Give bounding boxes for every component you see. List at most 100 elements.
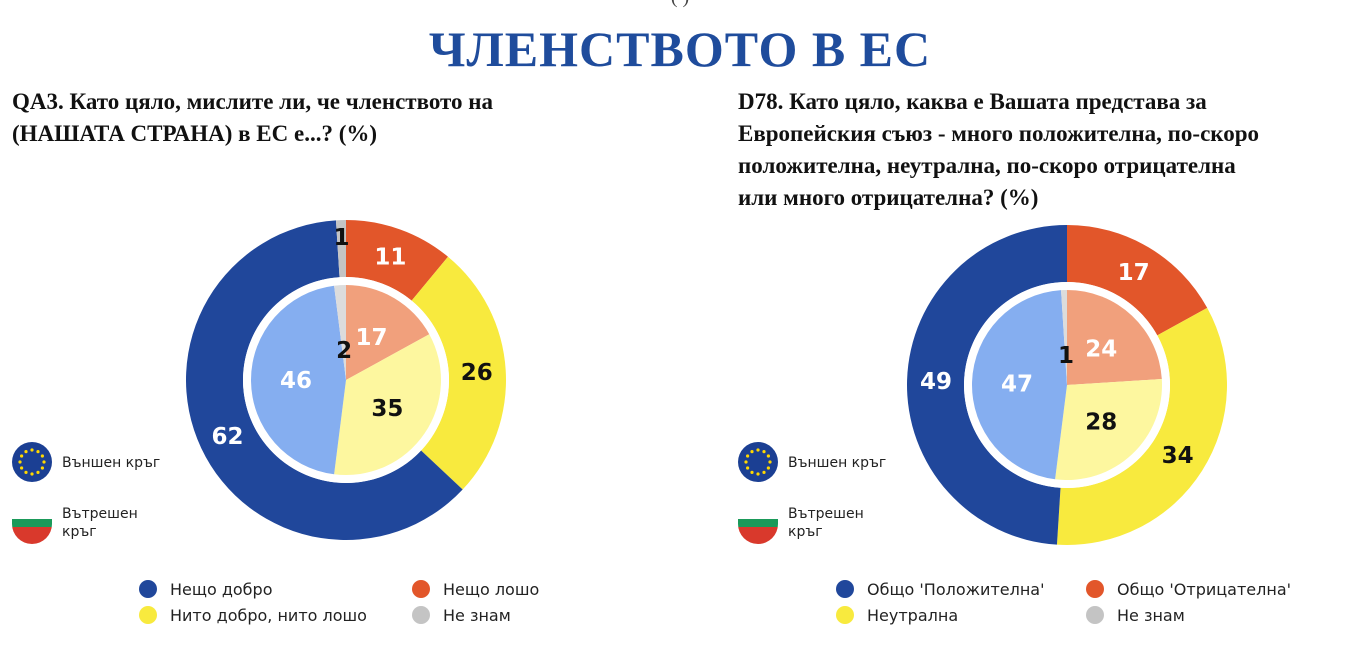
eu-star-icon xyxy=(762,450,766,454)
inner-value-label: 28 xyxy=(1085,409,1117,435)
eu-star-icon xyxy=(42,460,46,464)
chart2-question-line: D78. Като цяло, каква е Вашата представа… xyxy=(738,89,1207,114)
outer-slice xyxy=(1056,307,1227,545)
flag-stripe xyxy=(738,512,778,519)
inner-value-label: 24 xyxy=(1085,337,1117,363)
eu-star-icon xyxy=(24,470,28,474)
inner-slice xyxy=(346,285,430,380)
eu-star-icon xyxy=(766,454,770,458)
eu-star-icon xyxy=(766,466,770,470)
legend-item-label: Не знам xyxy=(1117,606,1185,625)
outer-value-label: 17 xyxy=(1118,260,1150,286)
inner-value-label: 46 xyxy=(280,368,312,394)
outer-value-label: 26 xyxy=(461,360,493,386)
eu-flag-icon xyxy=(12,442,52,482)
outer-value-label: 62 xyxy=(211,424,243,450)
donut-chart-2: 17 34 49 24 28 47 1 xyxy=(907,225,1227,545)
inner-slice xyxy=(250,285,346,475)
eu-star-icon xyxy=(36,470,40,474)
eu-star-icon xyxy=(40,466,44,470)
ring-legend-1: Външен кръг Вътрешен кръг xyxy=(12,442,160,544)
outer-value-label: 34 xyxy=(1162,443,1194,469)
legend-1: Нещо добро Нещо лошо Нито добро, нито лошо… xyxy=(139,580,539,625)
eu-star-icon xyxy=(746,466,750,470)
eu-star-icon xyxy=(30,448,34,452)
inner-value-label: 1 xyxy=(1058,343,1074,369)
legend-item-label: Общо 'Отрицателна' xyxy=(1117,580,1291,599)
legend-swatch xyxy=(412,606,430,624)
ring-legend-outer-label: Външен кръг xyxy=(788,455,886,471)
legend-swatch xyxy=(412,580,430,598)
legend-item-label: Нещо лошо xyxy=(443,580,539,599)
inner-slice xyxy=(1055,379,1162,480)
eu-star-icon xyxy=(20,466,24,470)
flag-stripe xyxy=(12,512,52,519)
outer-slice xyxy=(335,220,346,278)
legend-swatch xyxy=(836,580,854,598)
eu-flag-icon xyxy=(738,442,778,482)
eu-star-icon xyxy=(756,448,760,452)
ring-legend-inner-label: кръг xyxy=(62,524,97,540)
inner-value-label: 47 xyxy=(1001,371,1033,397)
ring-legend-outer-label: Външен кръг xyxy=(62,455,160,471)
ring-legend-inner-label: Вътрешен xyxy=(62,506,138,522)
ring-legend-inner-label: Вътрешен xyxy=(788,506,864,522)
eu-star-icon xyxy=(30,472,34,476)
donut-chart-1: 11 26 62 1 17 35 46 2 xyxy=(186,220,506,540)
eu-star-icon xyxy=(40,454,44,458)
outer-slice xyxy=(1067,225,1208,336)
flag-stripe xyxy=(738,519,778,527)
eu-star-icon xyxy=(744,460,748,464)
inner-slice xyxy=(334,334,442,476)
outer-value-label: 1 xyxy=(334,225,350,251)
legend-swatch xyxy=(1086,580,1104,598)
inner-value-label: 17 xyxy=(355,325,387,351)
eu-star-icon xyxy=(24,450,28,454)
legend-item-label: Не знам xyxy=(443,606,511,625)
eu-star-icon xyxy=(750,450,754,454)
eu-star-icon xyxy=(762,470,766,474)
legend-swatch xyxy=(836,606,854,624)
legend-swatch xyxy=(139,606,157,624)
legend-swatch xyxy=(1086,606,1104,624)
chart2-question: D78. Като цяло, каква е Вашата представа… xyxy=(738,86,1358,214)
inner-slice xyxy=(1067,290,1162,385)
legend-swatch xyxy=(139,580,157,598)
clipped-header-text: ( ) xyxy=(0,0,1360,9)
outer-slice xyxy=(346,220,448,301)
chart1-question-line: (НАШАТА СТРАНА) в ЕС е...? (%) xyxy=(12,121,378,146)
inner-slice xyxy=(334,285,346,380)
flag-stripe xyxy=(12,527,52,544)
outer-slice xyxy=(907,225,1067,545)
legend-2: Общо 'Положителна' Общо 'Отрицателна' Неут… xyxy=(836,580,1291,625)
inner-value-label: 35 xyxy=(371,396,403,422)
page-title: ЧЛЕНСТВОТО В ЕС xyxy=(428,21,932,77)
legend-item-label: Общо 'Положителна' xyxy=(867,580,1045,599)
inner-value-label: 2 xyxy=(336,338,352,364)
flag-stripe xyxy=(12,519,52,527)
eu-star-icon xyxy=(18,460,22,464)
ring-legend-inner-label: кръг xyxy=(788,524,823,540)
inner-slice xyxy=(1061,290,1067,385)
legend-item-label: Неутрална xyxy=(867,606,958,625)
outer-slice xyxy=(186,220,463,540)
eu-star-icon xyxy=(750,470,754,474)
chart2-question-line: положителна, неутрална, по-скоро отрицат… xyxy=(738,153,1236,178)
eu-star-icon xyxy=(746,454,750,458)
bulgaria-flag-icon xyxy=(12,512,52,544)
bulgaria-flag-icon xyxy=(738,512,778,544)
eu-star-icon xyxy=(36,450,40,454)
eu-star-icon xyxy=(756,472,760,476)
outer-slice xyxy=(411,256,506,490)
ring-legend-2: Външен кръг Вътрешен кръг xyxy=(738,442,886,544)
chart1-question: QA3. Като цяло, мислите ли, че членствот… xyxy=(12,86,652,150)
outer-value-label: 49 xyxy=(920,369,952,395)
flag-stripe xyxy=(738,527,778,544)
outer-value-label: 11 xyxy=(374,245,406,271)
eu-star-icon xyxy=(20,454,24,458)
chart1-question-line: QA3. Като цяло, мислите ли, че членствот… xyxy=(12,89,494,114)
legend-item-label: Нещо добро xyxy=(170,580,272,599)
eu-star-icon xyxy=(768,460,772,464)
chart2-question-line: Европейския съюз - много положителна, по… xyxy=(738,121,1260,146)
